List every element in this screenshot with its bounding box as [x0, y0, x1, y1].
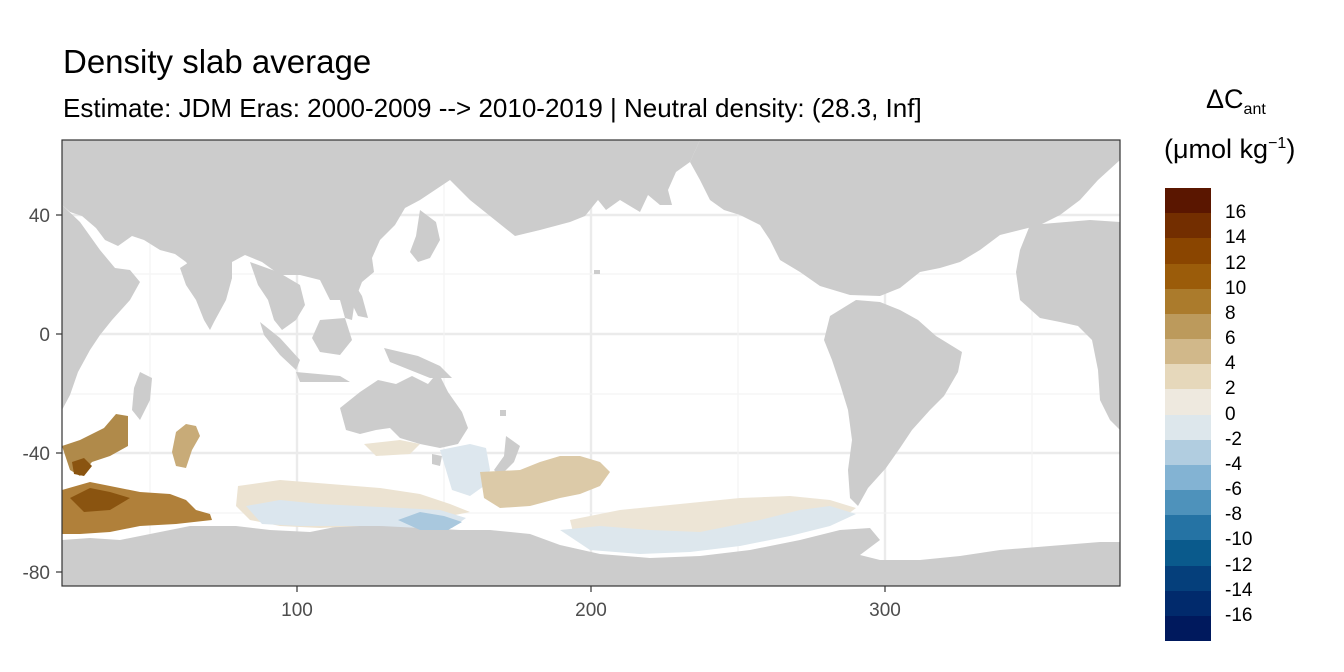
legend-label: -4: [1225, 453, 1242, 475]
legend-colorbar: [1165, 188, 1211, 642]
patch-indian-north-warm: [364, 440, 420, 456]
x-axis-labels: 100 200 300: [281, 600, 901, 621]
legend-swatch: [1165, 263, 1211, 290]
plot-title: Density slab average: [63, 43, 372, 80]
land-java: [296, 372, 350, 382]
y-tick-label: 0: [39, 325, 50, 346]
legend-label: -10: [1225, 529, 1253, 551]
legend-swatch: [1165, 464, 1211, 491]
anomaly-patches: [62, 414, 856, 554]
land-island: [98, 190, 108, 196]
land-arabia-africa: [62, 205, 140, 410]
land-antarctica: [62, 524, 1120, 586]
y-axis-labels: 40 0 -40 -80: [23, 206, 50, 584]
patch-kerguelen: [172, 424, 200, 468]
legend-unit-exponent: −1: [1268, 135, 1287, 152]
y-tick-label: -40: [23, 444, 50, 465]
land-island: [146, 205, 154, 217]
legend-swatch: [1165, 238, 1211, 264]
land-greenland: [1000, 140, 1120, 170]
legend-label: 4: [1225, 353, 1236, 375]
legend-swatch: [1165, 213, 1211, 239]
legend-label: 16: [1225, 202, 1247, 224]
land-new-guinea: [384, 348, 452, 378]
legend-swatch: [1165, 288, 1211, 315]
axis-ticks: [56, 214, 886, 592]
legend-swatch: [1165, 414, 1211, 441]
legend-swatch: [1165, 439, 1211, 466]
y-tick-label: -80: [23, 563, 50, 584]
legend-label: -16: [1225, 604, 1253, 626]
legend-label: -14: [1225, 579, 1253, 601]
land-island: [594, 270, 600, 274]
land-new-zealand: [494, 436, 520, 476]
land-island: [500, 410, 506, 416]
legend-label: 0: [1225, 403, 1236, 425]
land-tasmania: [432, 454, 442, 466]
legend-swatch: [1165, 313, 1211, 340]
legend-label: 2: [1225, 378, 1236, 400]
legend-title: ΔCant: [1206, 84, 1266, 119]
patch-south-australia-blue: [398, 512, 462, 530]
legend-swatch: [1165, 389, 1211, 415]
land-sumatra: [260, 322, 300, 370]
legend-title-main: ΔC: [1206, 84, 1244, 114]
legend-swatch: [1165, 515, 1211, 541]
patch-ross-cool: [560, 506, 856, 554]
legend-swatch: [1165, 339, 1211, 365]
legend-swatch: [1165, 364, 1211, 390]
land-africa-east: [1016, 220, 1120, 430]
legend-label: 10: [1225, 277, 1247, 299]
land-japan: [410, 210, 440, 262]
patch-sw-indian-core: [70, 488, 130, 512]
land-australia: [340, 372, 468, 448]
legend-swatch: [1165, 540, 1211, 566]
legend-label: -8: [1225, 504, 1242, 526]
x-tick-label: 200: [575, 600, 607, 621]
legend-label: -6: [1225, 479, 1242, 500]
patch-sw-pacific-warm: [480, 456, 610, 508]
land-borneo: [312, 318, 352, 355]
legend-swatch: [1165, 565, 1211, 592]
land-north-america: [690, 140, 1120, 296]
legend-unit-main: (μmol kg: [1164, 134, 1269, 164]
legend-unit: (μmol kg−1): [1164, 134, 1295, 165]
legend-label: 6: [1225, 328, 1236, 349]
land-madagascar: [132, 372, 152, 420]
y-tick-label: 40: [29, 206, 50, 227]
legend-title-subscript: ant: [1243, 101, 1266, 118]
patch-tasman: [440, 444, 490, 496]
plot-subtitle: Estimate: JDM Eras: 2000-2009 --> 2010-2…: [63, 93, 922, 123]
patch-agulhas-core: [72, 458, 92, 476]
legend-label: 12: [1225, 252, 1247, 274]
x-tick-label: 100: [281, 600, 313, 621]
legend-swatch: [1165, 590, 1211, 617]
legend-label: -12: [1225, 554, 1253, 576]
legend-label: 8: [1225, 302, 1236, 324]
land-south-america: [824, 300, 962, 506]
legend-swatch: [1165, 490, 1211, 516]
land-indochina: [250, 262, 305, 330]
legend-label: -2: [1225, 428, 1242, 450]
land: [62, 140, 1120, 586]
land-india: [180, 255, 232, 330]
legend-label: 14: [1225, 227, 1247, 249]
legend-unit-close: ): [1286, 134, 1296, 164]
legend-swatch: [1165, 188, 1211, 214]
x-tick-label: 300: [869, 600, 901, 621]
land-philippines: [350, 280, 368, 318]
legend-swatch: [1165, 615, 1211, 642]
